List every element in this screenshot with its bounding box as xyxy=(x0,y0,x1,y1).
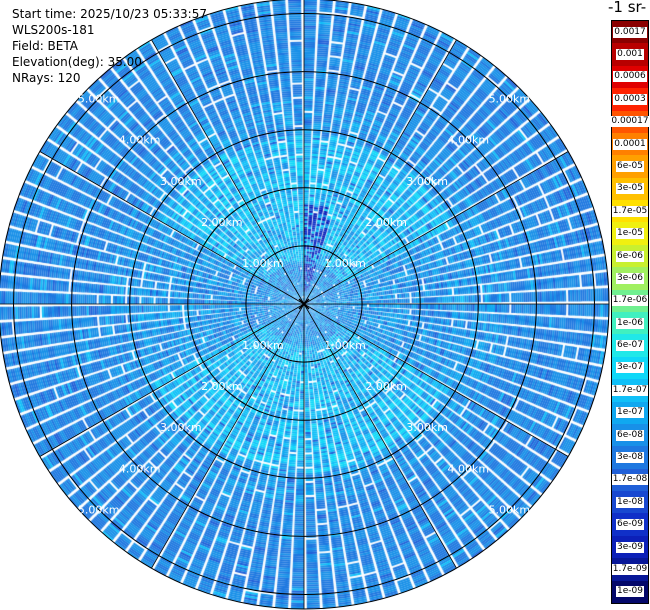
colorbar-segment: 0.0017 xyxy=(612,21,648,44)
colorbar: 0.0017 0.001 0.0006 0.0003 0.00017 0.0001 6e-0… xyxy=(610,20,650,604)
colorbar-tick-label: 6e-05 xyxy=(616,160,644,172)
colorbar-segment: 6e-09 xyxy=(612,513,648,536)
colorbar-segment: 1.7e-08 xyxy=(611,468,649,492)
colorbar-segment: 0.0003 xyxy=(612,88,648,111)
range-ring-label: 3.00km xyxy=(406,175,448,188)
colorbar-segment: 1.7e-07 xyxy=(611,379,649,402)
azimuth-spoke-line xyxy=(39,303,305,457)
colorbar-tick-label: 6e-09 xyxy=(616,519,644,531)
range-ring-label: 5.00km xyxy=(78,93,120,106)
colorbar-tick-label: 3e-09 xyxy=(616,541,644,553)
colorbar-tick-label: 1e-09 xyxy=(616,586,644,598)
range-ring-label: 5.00km xyxy=(489,503,531,516)
range-ring-label: 5.00km xyxy=(78,503,120,516)
colorbar-segment: 1e-06 xyxy=(612,312,648,335)
colorbar-segment: 6e-08 xyxy=(612,423,648,447)
range-ring-label: 3.00km xyxy=(406,421,448,434)
colorbar-segment: 3e-07 xyxy=(612,356,648,380)
range-ring-label: 4.00km xyxy=(119,462,161,475)
colorbar-units-label: -1 sr- xyxy=(608,0,647,16)
colorbar-tick-label: 0.0001 xyxy=(613,138,647,150)
colorbar-segment: 3e-05 xyxy=(612,177,648,201)
start-time-text: Start time: 2025/10/23 05:33:57 xyxy=(12,7,207,21)
colorbar-segment: 3e-08 xyxy=(612,446,648,469)
colorbar-segment: 0.001 xyxy=(612,43,648,66)
range-ring-label: 1.00km xyxy=(242,339,284,352)
range-ring-label: 1.00km xyxy=(324,339,366,352)
colorbar-segment: 0.00017 xyxy=(610,110,650,133)
range-ring-label: 1.00km xyxy=(242,257,284,270)
colorbar-tick-label: 3e-06 xyxy=(616,272,644,284)
colorbar-segment: 3e-06 xyxy=(612,267,648,290)
colorbar-tick-label: 1.7e-05 xyxy=(611,205,649,217)
colorbar-tick-label: 0.0006 xyxy=(613,71,647,83)
azimuth-spoke-line xyxy=(303,39,457,305)
colorbar-tick-label: 3e-08 xyxy=(616,451,644,463)
colorbar-tick-label: 1.7e-08 xyxy=(611,474,649,486)
range-ring-label: 2.00km xyxy=(201,380,243,393)
colorbar-tick-label: 1.7e-07 xyxy=(611,384,649,396)
center-marker-line xyxy=(298,298,310,310)
range-ring-label: 2.00km xyxy=(365,216,407,229)
colorbar-tick-label: 1e-05 xyxy=(616,228,644,240)
colorbar-segment: 0.0006 xyxy=(612,65,648,89)
range-ring-label: 4.00km xyxy=(119,134,161,147)
range-ring xyxy=(187,187,421,421)
instrument-text: WLS200s-181 xyxy=(12,23,95,37)
range-ring-label: 2.00km xyxy=(365,380,407,393)
colorbar-segment: 6e-07 xyxy=(612,334,648,357)
range-ring xyxy=(245,245,363,363)
range-ring xyxy=(129,129,479,479)
range-ring-label: 2.00km xyxy=(201,216,243,229)
field-text: Field: BETA xyxy=(12,39,78,53)
colorbar-tick-label: 1.7e-09 xyxy=(611,563,649,575)
colorbar-segment: 6e-05 xyxy=(612,155,648,178)
colorbar-segment: 1.7e-09 xyxy=(611,558,649,581)
colorbar-segment: 3e-09 xyxy=(612,535,648,559)
colorbar-tick-label: 1.7e-06 xyxy=(611,295,649,307)
colorbar-segment: 1e-07 xyxy=(612,401,648,424)
colorbar-segment: 1e-08 xyxy=(612,491,648,514)
range-ring-label: 4.00km xyxy=(448,134,490,147)
colorbar-tick-label: 0.0003 xyxy=(613,93,647,105)
colorbar-tick-label: 6e-07 xyxy=(616,340,644,352)
azimuth-spoke-line xyxy=(39,151,305,305)
elevation-text: Elevation(deg): 35.00 xyxy=(12,55,142,69)
range-ring xyxy=(13,13,595,595)
azimuth-spoke-line xyxy=(303,303,457,569)
range-ring-label: 4.00km xyxy=(448,462,490,475)
range-ring-label: 3.00km xyxy=(160,421,202,434)
range-ring-label: 5.00km xyxy=(489,93,531,106)
colorbar-tick-label: 3e-07 xyxy=(616,362,644,374)
range-ring-label: 1.00km xyxy=(324,257,366,270)
range-ring-label: 3.00km xyxy=(160,175,202,188)
nrays-text: NRays: 120 xyxy=(12,71,81,85)
colorbar-tick-label: 3e-05 xyxy=(616,183,644,195)
azimuth-spoke-line xyxy=(151,303,305,569)
colorbar-tick-label: 1e-08 xyxy=(616,496,644,508)
colorbar-segment: 1e-09 xyxy=(612,580,648,603)
colorbar-tick-label: 0.0017 xyxy=(613,26,647,38)
range-ring xyxy=(71,71,537,537)
colorbar-segment: 0.0001 xyxy=(612,132,648,156)
colorbar-segment: 1.7e-05 xyxy=(611,200,649,223)
colorbar-segment: 1.7e-06 xyxy=(611,289,649,312)
azimuth-spoke-line xyxy=(303,151,569,305)
colorbar-tick-label: 0.001 xyxy=(616,49,644,61)
colorbar-segment: 6e-06 xyxy=(612,244,648,268)
azimuth-spoke-line xyxy=(151,39,305,305)
colorbar-tick-label: 6e-08 xyxy=(616,429,644,441)
colorbar-tick-label: 1e-07 xyxy=(616,407,644,419)
colorbar-segment: 1e-05 xyxy=(612,222,648,245)
colorbar-tick-label: 6e-06 xyxy=(616,250,644,262)
azimuth-spoke-line xyxy=(303,303,569,457)
colorbar-tick-label: 0.00017 xyxy=(610,116,650,128)
colorbar-tick-label: 1e-06 xyxy=(616,317,644,329)
